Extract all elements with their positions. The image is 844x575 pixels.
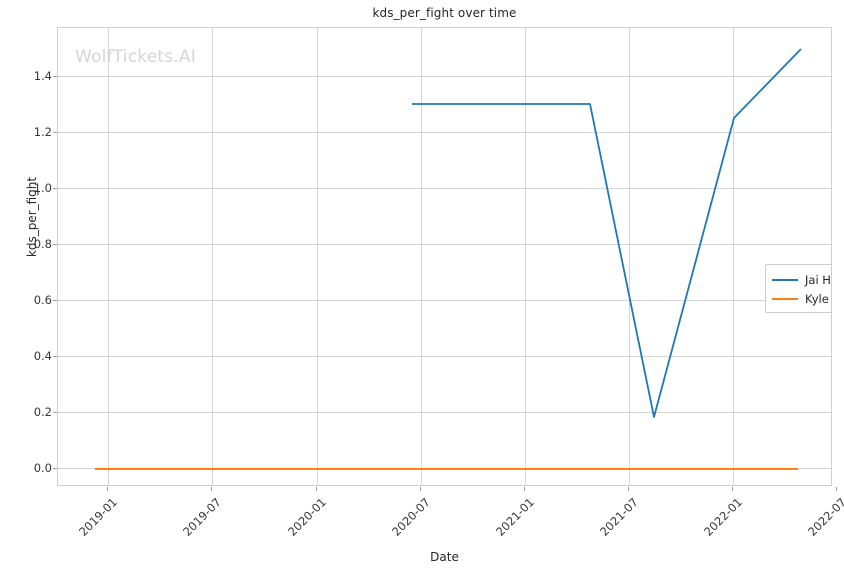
x-axis-label: Date: [430, 550, 459, 564]
gridline-vertical: [629, 28, 630, 485]
legend-item-jai-herbert[interactable]: Jai Herbert: [772, 270, 831, 289]
plot-area: WolfTickets.AI Jai Herbert: [57, 27, 832, 486]
y-tick-label: 1.4: [33, 69, 52, 83]
y-tick-label: 1.2: [33, 125, 52, 139]
legend-label-kyle-nelson: Kyle Nelson: [805, 291, 831, 306]
x-tick-label: 2020-07: [389, 495, 433, 539]
legend-swatch-jai-herbert: [772, 278, 798, 281]
y-tick-mark: [53, 244, 57, 245]
x-tick-mark: [628, 487, 629, 491]
y-tick-mark: [53, 188, 57, 189]
legend-item-kyle-nelson[interactable]: Kyle Nelson: [772, 289, 831, 308]
y-tick-label: 0.8: [33, 237, 52, 251]
x-tick-label: 2021-07: [597, 495, 641, 539]
y-axis-label: kds_per_fight: [25, 176, 39, 258]
x-tick-mark: [211, 487, 212, 491]
x-tick-mark: [420, 487, 421, 491]
x-tick-label: 2019-01: [76, 495, 120, 539]
x-tick-label: 2022-07: [805, 495, 844, 539]
legend-label-jai-herbert: Jai Herbert: [805, 272, 831, 287]
gridline-vertical: [108, 28, 109, 485]
x-tick-mark: [836, 487, 837, 491]
y-tick-mark: [53, 300, 57, 301]
series-layer: [95, 48, 802, 470]
x-tick-mark: [107, 487, 108, 491]
x-tick-mark: [732, 487, 733, 491]
x-tick-label: 2019-07: [180, 495, 224, 539]
x-tick-label: 2020-01: [285, 495, 329, 539]
y-tick-label: 0.0: [33, 461, 52, 475]
y-tick-mark: [53, 76, 57, 77]
y-tick-mark: [53, 468, 57, 469]
chart-legend[interactable]: Jai Herbert Kyle Nelson: [765, 264, 831, 313]
y-tick-label: 1.0: [33, 181, 52, 195]
series-line-jai-herbert: [412, 48, 802, 418]
gridline-vertical: [212, 28, 213, 485]
y-tick-mark: [53, 412, 57, 413]
gridline-horizontal: [58, 188, 831, 189]
gridline-vertical: [421, 28, 422, 485]
y-tick-label: 0.4: [33, 349, 52, 363]
gridline-vertical: [317, 28, 318, 485]
gridline-horizontal: [58, 132, 831, 133]
gridline-horizontal: [58, 300, 831, 301]
gridline-horizontal: [58, 412, 831, 413]
x-tick-mark: [316, 487, 317, 491]
y-axis-ticks: 0.0 0.2 0.4 0.6 0.8 1.0 1.2 1.4: [0, 0, 52, 575]
gridline-horizontal: [58, 356, 831, 357]
legend-swatch-kyle-nelson: [772, 297, 798, 300]
y-tick-mark: [53, 132, 57, 133]
y-tick-label: 0.2: [33, 405, 52, 419]
y-tick-label: 0.6: [33, 293, 52, 307]
gridline-horizontal: [58, 76, 831, 77]
chart-title: kds_per_fight over time: [372, 6, 517, 20]
gridline-vertical: [525, 28, 526, 485]
x-tick-label: 2022-01: [701, 495, 745, 539]
x-tick-mark: [524, 487, 525, 491]
gridline-vertical: [733, 28, 734, 485]
gridline-horizontal: [58, 244, 831, 245]
x-tick-label: 2021-01: [493, 495, 537, 539]
y-tick-mark: [53, 356, 57, 357]
